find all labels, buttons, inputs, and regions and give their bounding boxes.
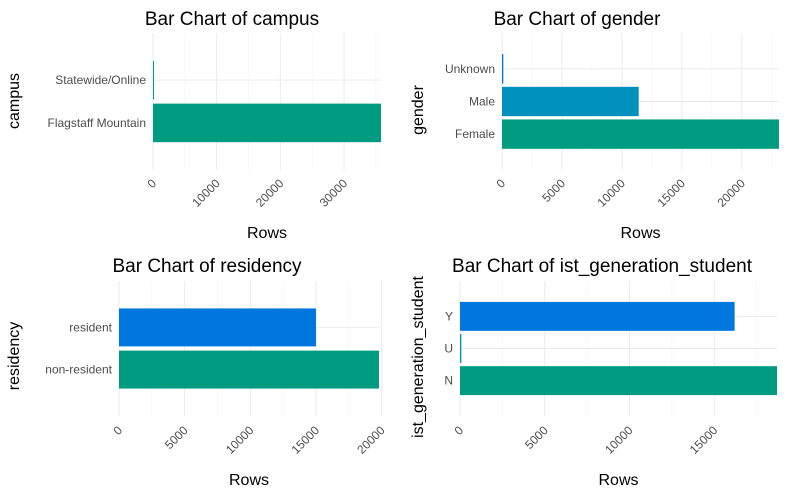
x-tick-label: 5000 — [162, 423, 191, 452]
chart-panel-4: N U Y 0 5000 10000 15000 Bar Chart of ist_gener… — [410, 256, 777, 489]
bar-non-resident — [119, 350, 379, 389]
y-axis-title: residency — [6, 322, 23, 390]
x-tick-label: 15000 — [687, 423, 721, 457]
y-tick-label: resident — [69, 320, 112, 334]
y-tick-label: non-resident — [45, 363, 112, 377]
y-axis-title: ist_generation_student — [410, 276, 427, 438]
chart-panel-1: Flagstaff Mountain Statewide/Online 0 10000… — [6, 9, 381, 242]
chart-panel-2: Female Male Unknown 0 5000 10000 15000 20000 Bar… — [410, 9, 779, 242]
y-tick-label: Unknown — [445, 62, 495, 76]
x-tick-label: 20000 — [354, 423, 388, 457]
x-axis-title: Rows — [598, 472, 638, 489]
x-tick-label: 15000 — [289, 423, 323, 457]
x-tick-label: 10000 — [602, 423, 636, 457]
x-tick-label: 20000 — [253, 176, 287, 210]
bar-female — [502, 119, 779, 149]
bar-unknown — [502, 54, 504, 84]
x-axis-title: Rows — [247, 225, 287, 242]
y-tick-label: Y — [445, 309, 453, 323]
x-axis-title: Rows — [620, 225, 660, 242]
y-tick-label: N — [444, 374, 453, 388]
chart-title: Bar Chart of ist_generation_student — [452, 256, 753, 277]
bar-n — [460, 366, 777, 396]
x-axis-title: Rows — [229, 472, 269, 489]
chart-title: Bar Chart of residency — [112, 256, 302, 277]
bar-male — [502, 86, 639, 117]
x-tick-label: 10000 — [189, 176, 223, 210]
x-tick-label: 0 — [451, 423, 466, 438]
bar-u — [460, 334, 462, 363]
y-tick-label: Female — [455, 127, 495, 141]
bar-statewide-online — [153, 60, 154, 100]
y-tick-label: Flagstaff Mountain — [47, 116, 146, 130]
y-tick-label: Statewide/Online — [55, 73, 146, 87]
y-tick-label: U — [444, 342, 453, 356]
bar-flagstaff-mountain — [153, 103, 381, 143]
x-tick-label: 20000 — [714, 176, 748, 210]
y-tick-label: Male — [469, 95, 495, 109]
x-tick-label: 5000 — [522, 423, 551, 452]
x-tick-label: 0 — [110, 423, 125, 438]
x-tick-label: 30000 — [317, 176, 351, 210]
y-axis-title: campus — [6, 73, 23, 129]
chart-panel-3: non-resident resident 0 5000 10000 15000 20000… — [6, 256, 388, 489]
x-tick-label: 0 — [493, 176, 508, 191]
y-axis-title: gender — [410, 84, 427, 134]
x-tick-label: 5000 — [539, 176, 568, 205]
x-tick-label: 10000 — [595, 176, 629, 210]
bar-y — [460, 301, 735, 331]
x-tick-label: 15000 — [654, 176, 688, 210]
x-tick-label: 10000 — [223, 423, 257, 457]
x-tick-label: 0 — [144, 176, 159, 191]
chart-title: Bar Chart of campus — [145, 9, 319, 30]
bar-resident — [119, 308, 316, 347]
chart-title: Bar Chart of gender — [494, 9, 662, 30]
